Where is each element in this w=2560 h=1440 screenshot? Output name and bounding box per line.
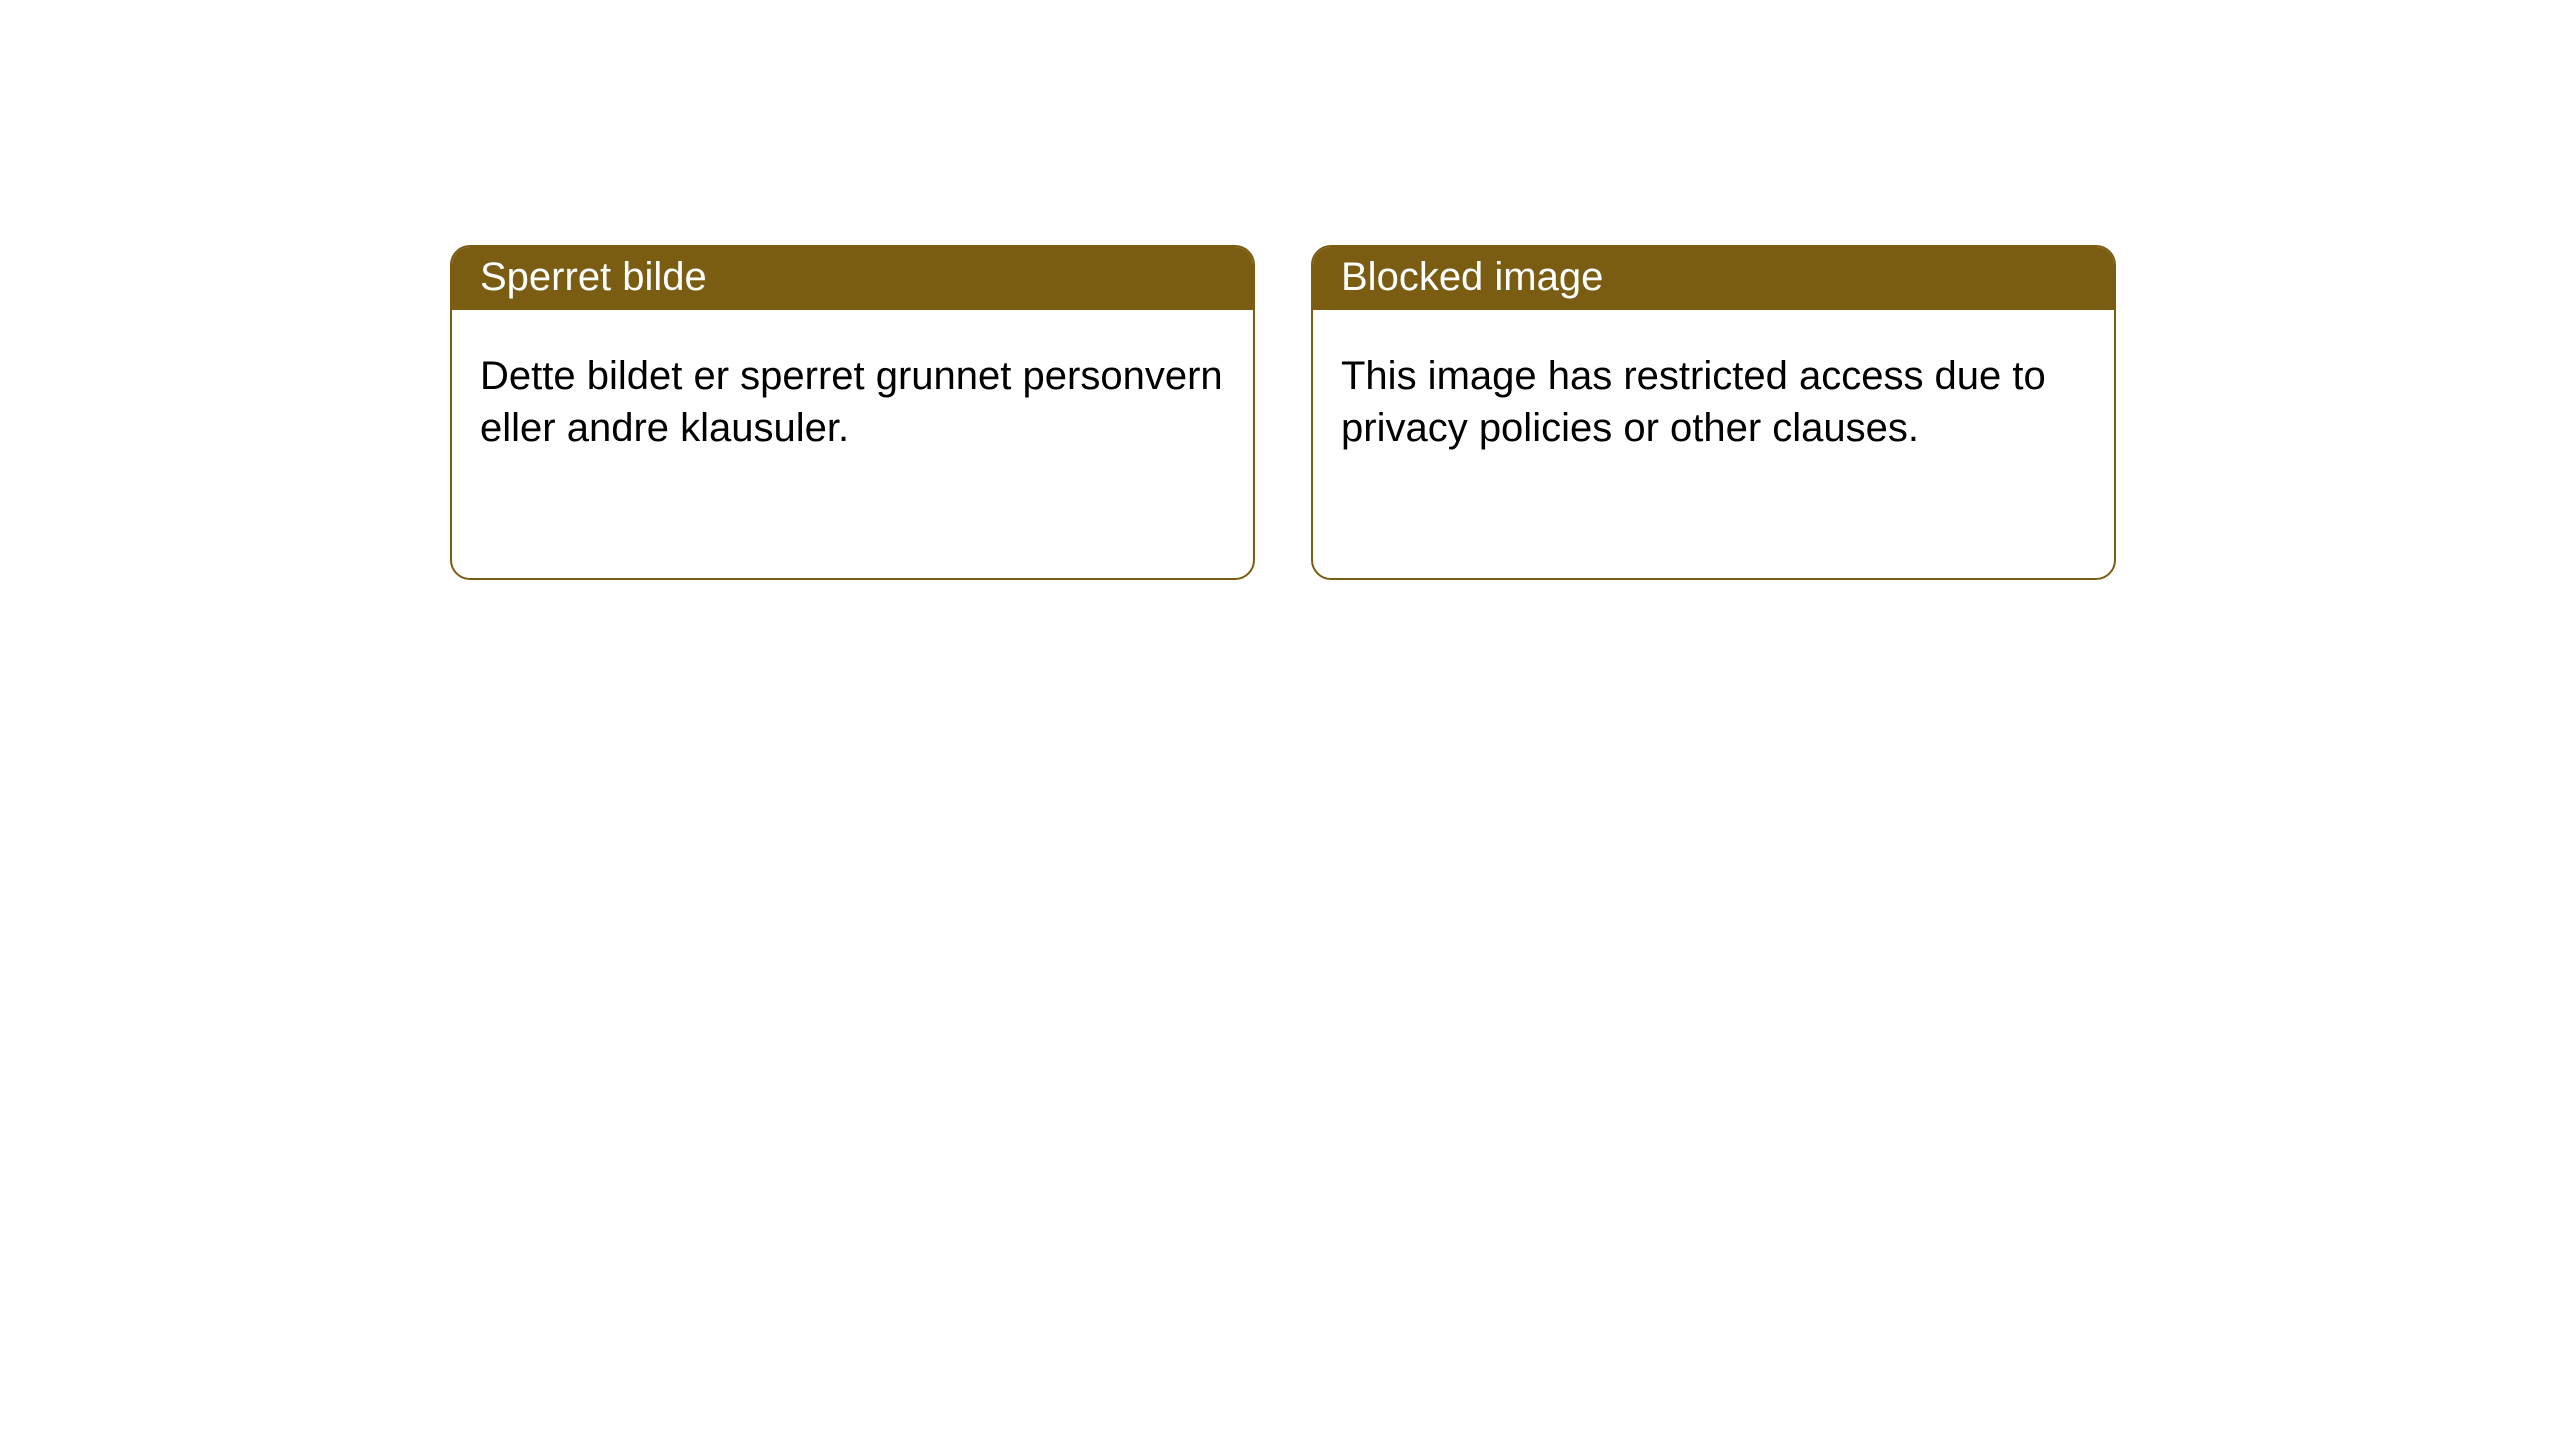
notice-card-norwegian: Sperret bilde Dette bildet er sperret gr…	[450, 245, 1255, 580]
notice-container: Sperret bilde Dette bildet er sperret gr…	[0, 0, 2560, 580]
notice-title: Sperret bilde	[452, 247, 1253, 310]
notice-body: This image has restricted access due to …	[1313, 310, 2114, 482]
notice-body: Dette bildet er sperret grunnet personve…	[452, 310, 1253, 482]
notice-card-english: Blocked image This image has restricted …	[1311, 245, 2116, 580]
notice-title: Blocked image	[1313, 247, 2114, 310]
